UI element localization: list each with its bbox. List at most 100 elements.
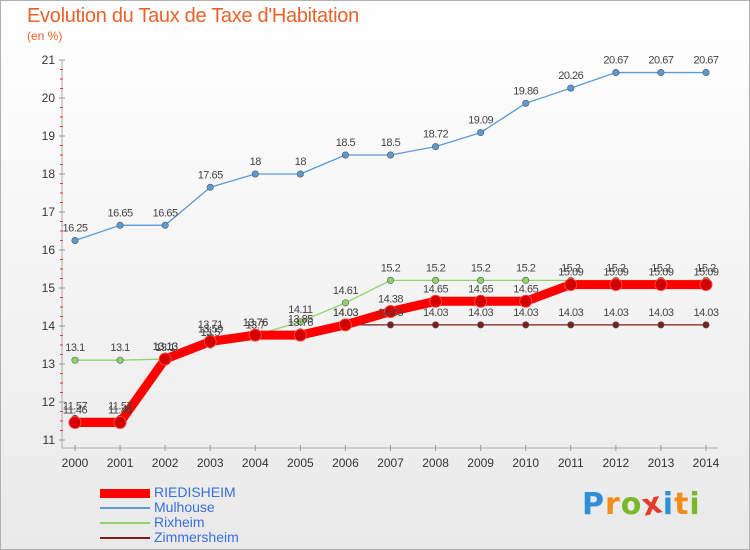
line-chart: 11 12 13 14 15 16 17 18 19 20 21 2000 2001 2002 2003 20… xyxy=(42,53,720,470)
y-tick-label: 16 xyxy=(42,243,56,257)
point-riedisheim xyxy=(113,416,127,430)
legend-item-zimmersheim: Zimmersheim xyxy=(100,530,239,545)
legend: RIEDISHEIM Mulhouse Rixheim Zimmersheim xyxy=(100,485,239,545)
data-label-rixheim: 15.2 xyxy=(696,262,716,274)
point-riedisheim xyxy=(474,294,488,308)
legend-item-mulhouse: Mulhouse xyxy=(100,500,239,515)
point-rixheim xyxy=(432,276,440,284)
data-label-rixheim: 13.71 xyxy=(198,319,223,331)
legend-swatch xyxy=(100,537,150,539)
data-label-mulhouse: 19.09 xyxy=(468,115,493,127)
y-tick-label: 13 xyxy=(42,357,56,371)
point-mulhouse xyxy=(522,99,530,107)
y-tick-label: 17 xyxy=(42,205,56,219)
y-tick-label: 21 xyxy=(42,53,56,67)
data-label-zimmersheim: 13.7 xyxy=(246,319,266,331)
data-label-riedisheim: 14.65 xyxy=(468,283,493,295)
point-riedisheim xyxy=(699,278,713,292)
x-tick-label: 2004 xyxy=(242,456,269,470)
data-label-riedisheim: 13.13 xyxy=(153,341,178,353)
point-rixheim xyxy=(477,276,485,284)
point-zimmersheim xyxy=(567,321,575,329)
data-label-zimmersheim: 14.03 xyxy=(378,307,403,319)
data-label-rixheim: 14.61 xyxy=(333,285,358,297)
point-mulhouse xyxy=(206,183,214,191)
point-zimmersheim xyxy=(522,321,530,329)
legend-label: Mulhouse xyxy=(154,499,215,515)
point-zimmersheim xyxy=(477,321,485,329)
data-label-mulhouse: 20.26 xyxy=(558,70,583,82)
legend-label: RIEDISHEIM xyxy=(154,484,236,500)
data-label-mulhouse: 18.5 xyxy=(381,137,401,149)
logo-letter: t xyxy=(674,487,690,522)
data-label-riedisheim: 15.09 xyxy=(648,267,673,279)
data-label-zimmersheim: 13.85 xyxy=(288,314,313,326)
x-tick-label: 2013 xyxy=(648,456,675,470)
x-tick-label: 2010 xyxy=(512,456,539,470)
x-tick-label: 2014 xyxy=(693,456,720,470)
data-label-riedisheim: 11.46 xyxy=(63,405,88,417)
data-label-riedisheim: 14.65 xyxy=(513,283,538,295)
data-label-mulhouse: 20.67 xyxy=(603,55,628,67)
legend-item-rixheim: Rixheim xyxy=(100,515,239,530)
legend-label: Rixheim xyxy=(154,514,205,530)
point-mulhouse xyxy=(341,151,349,159)
data-label-riedisheim: 11.46 xyxy=(108,405,133,417)
x-tick-label: 2000 xyxy=(62,456,89,470)
point-mulhouse xyxy=(432,143,440,151)
x-tick-label: 2001 xyxy=(107,456,134,470)
logo-letter: i xyxy=(662,487,675,522)
point-mulhouse xyxy=(251,170,259,178)
point-zimmersheim xyxy=(702,321,710,329)
point-zimmersheim xyxy=(657,321,665,329)
y-tick-label: 15 xyxy=(42,281,56,295)
point-riedisheim xyxy=(158,352,172,366)
data-label-rixheim: 13.13 xyxy=(153,341,178,353)
data-label-zimmersheim: 11.57 xyxy=(108,400,133,412)
logo-letter: o xyxy=(620,487,643,522)
data-label-mulhouse: 16.65 xyxy=(108,207,133,219)
x-tick-label: 2007 xyxy=(377,456,404,470)
point-zimmersheim xyxy=(612,321,620,329)
point-mulhouse xyxy=(657,69,665,77)
point-riedisheim xyxy=(384,305,397,319)
legend-item-riedisheim: RIEDISHEIM xyxy=(100,485,239,500)
legend-swatch xyxy=(100,522,150,524)
x-tick-label: 2011 xyxy=(558,456,584,470)
chart-title: Evolution du Taux de Taxe d'Habitation xyxy=(27,5,359,27)
data-label-mulhouse: 16.65 xyxy=(153,207,178,219)
point-riedisheim xyxy=(203,335,217,349)
logo-letter: r xyxy=(605,487,621,522)
x-tick-label: 2003 xyxy=(197,456,224,470)
point-mulhouse xyxy=(612,69,620,77)
point-riedisheim xyxy=(519,294,533,308)
series-line-zimmersheim xyxy=(74,324,707,419)
data-label-mulhouse: 16.25 xyxy=(62,223,87,235)
data-label-mulhouse: 18.72 xyxy=(423,129,448,141)
point-mulhouse xyxy=(702,69,710,77)
logo-letter: i xyxy=(689,487,701,522)
data-label-zimmersheim: 14.03 xyxy=(648,307,673,319)
data-label-rixheim: 13.76 xyxy=(243,317,268,329)
data-label-mulhouse: 18.5 xyxy=(336,137,356,149)
point-riedisheim xyxy=(429,294,443,308)
point-mulhouse xyxy=(116,221,124,229)
data-label-mulhouse: 18 xyxy=(295,156,307,168)
data-label-mulhouse: 17.65 xyxy=(198,169,223,181)
data-label-rixheim: 15.2 xyxy=(381,262,401,274)
data-label-mulhouse: 20.67 xyxy=(648,55,673,67)
legend-swatch xyxy=(100,507,150,509)
y-tick-label: 11 xyxy=(43,433,56,447)
data-label-zimmersheim: 14.03 xyxy=(423,307,448,319)
x-tick-label: 2009 xyxy=(467,456,494,470)
data-label-riedisheim: 13.59 xyxy=(198,324,223,336)
data-label-rixheim: 13.1 xyxy=(110,342,130,354)
point-mulhouse xyxy=(71,237,79,245)
data-label-riedisheim: 13.76 xyxy=(288,317,313,329)
x-tick-label: 2008 xyxy=(422,456,449,470)
y-tick-label: 14 xyxy=(42,319,56,333)
point-riedisheim xyxy=(338,318,352,332)
point-rixheim xyxy=(71,356,79,364)
point-riedisheim xyxy=(68,416,82,430)
proxiti-logo: Proxiti xyxy=(582,485,701,523)
